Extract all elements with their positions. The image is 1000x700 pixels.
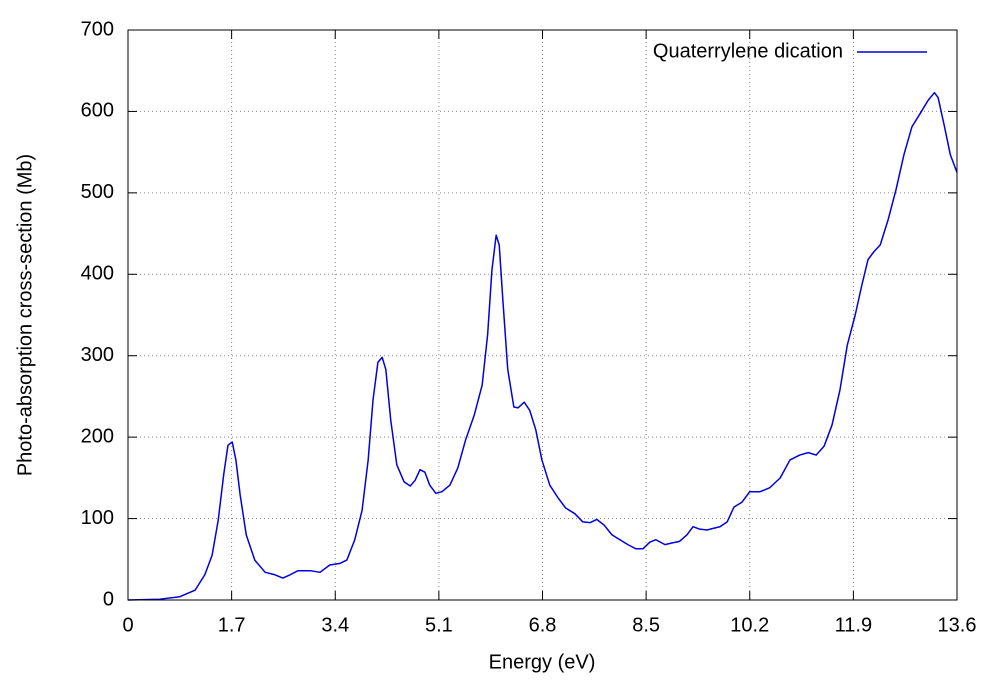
x-tick-label: 0	[122, 614, 133, 636]
legend-label: Quaterrylene dication	[653, 40, 843, 62]
y-tick-label: 0	[103, 588, 114, 610]
x-tick-label: 8.5	[632, 614, 660, 636]
y-tick-label: 500	[81, 181, 114, 203]
x-tick-label: 3.4	[321, 614, 349, 636]
y-tick-label: 700	[81, 18, 114, 40]
x-axis-label: Energy (eV)	[489, 651, 596, 673]
data-line	[127, 91, 958, 601]
x-tick-label: 11.9	[835, 614, 872, 636]
x-tick-label: 13.6	[938, 614, 977, 636]
x-tick-label: 6.8	[529, 614, 557, 636]
y-tick-label: 400	[81, 263, 114, 285]
y-tick-label: 300	[81, 344, 114, 366]
y-tick-label: 100	[81, 507, 114, 529]
x-tick-label: 10.2	[730, 614, 769, 636]
y-axis-label: Photo-absorption cross-section (Mb)	[14, 154, 36, 476]
x-tick-label: 5.1	[425, 614, 453, 636]
y-tick-label: 600	[81, 100, 114, 122]
y-tick-label: 200	[81, 425, 114, 447]
plot-frame	[127, 29, 958, 601]
x-tick-label: 1.7	[218, 614, 246, 636]
